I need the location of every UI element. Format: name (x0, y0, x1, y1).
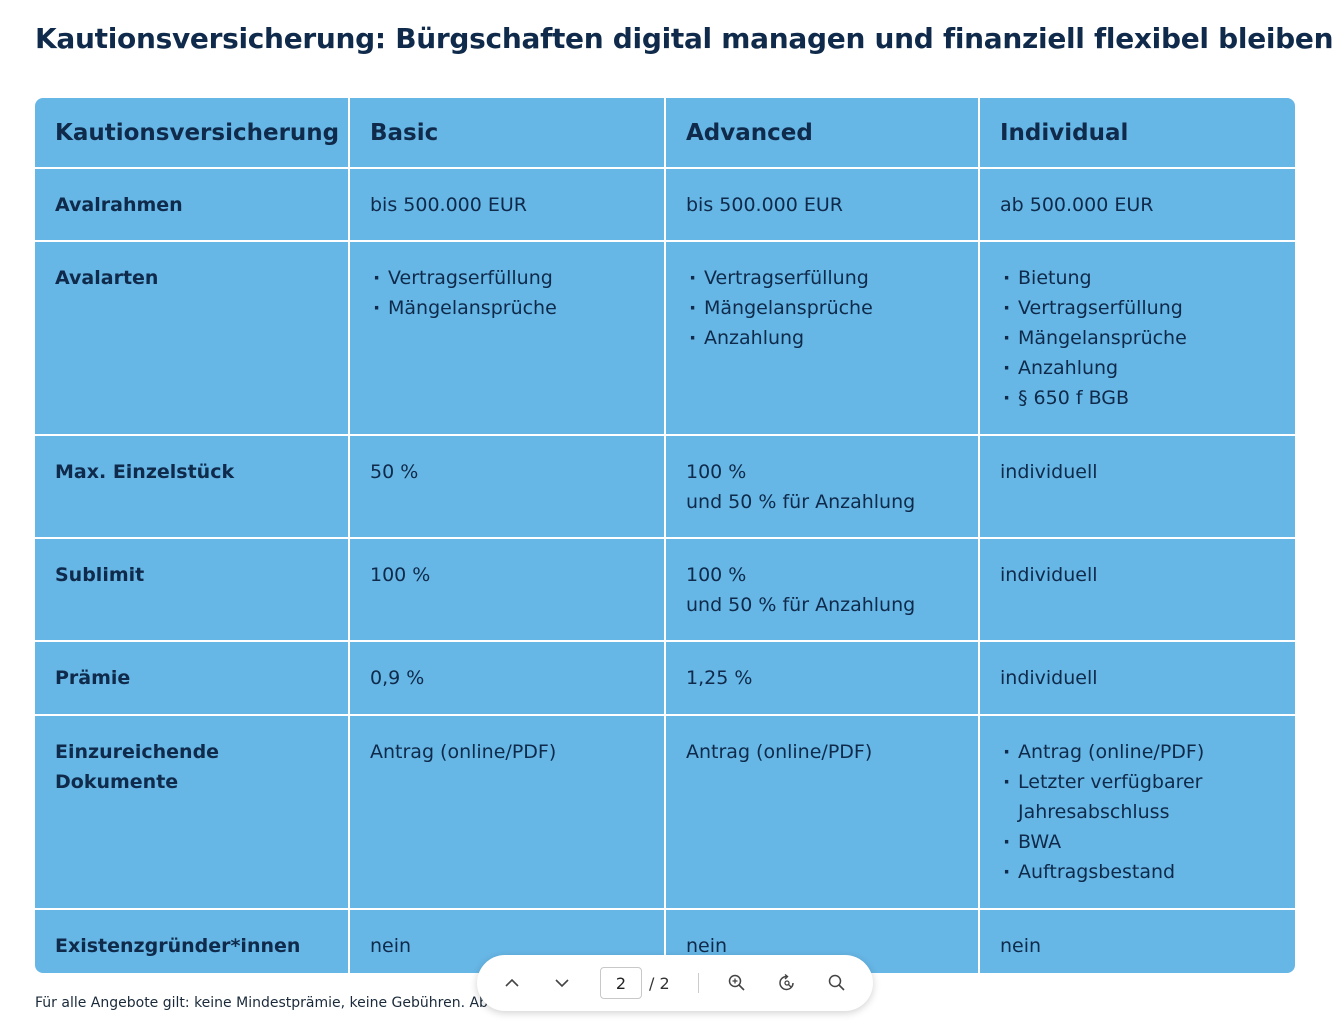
cell-individual: Bietung Vertragserfüllung Mängelansprüch… (979, 241, 1295, 436)
cell-basic: Antrag (online/PDF) (349, 715, 666, 910)
list-item: Bietung (1000, 263, 1275, 293)
cell-advanced: Antrag (online/PDF) (665, 715, 980, 910)
row-label: Einzureichende Dokumente (35, 715, 350, 910)
cell-text: bis 500.000 EUR (686, 194, 844, 216)
cell-text: 100 % (686, 564, 747, 586)
cell-text: ab 500.000 EUR (1000, 194, 1154, 216)
zoom-in-icon (728, 974, 745, 991)
row-label: Sublimit (35, 538, 350, 642)
list-item: Vertragserfüllung (370, 263, 644, 293)
cell-text: und 50 % für Anzahlung (686, 491, 916, 513)
cell-text: 100 % (370, 564, 431, 586)
cell-text: 1,25 % (686, 667, 753, 689)
page-total: / 2 (649, 974, 670, 993)
cell-text: 100 % (686, 461, 747, 483)
table-row: Einzureichende Dokumente Antrag (online/… (35, 715, 1295, 910)
cell-text: nein (370, 935, 412, 957)
table-row: Prämie 0,9 % 1,25 % individuell (35, 641, 1295, 716)
previous-page-button[interactable] (498, 969, 526, 997)
cell-text: Antrag (online/PDF) (686, 741, 873, 763)
table-row: Avalrahmen bis 500.000 EUR bis 500.000 E… (35, 168, 1295, 242)
cell-basic: 50 % (349, 435, 666, 539)
search-button[interactable] (823, 969, 851, 997)
cell-text: nein (1000, 935, 1042, 957)
row-label: Existenzgründer*innen (35, 909, 350, 973)
list-item: Anzahlung (686, 323, 958, 353)
cell-text: und 50 % für Anzahlung (686, 594, 916, 616)
cell-advanced: bis 500.000 EUR (665, 168, 980, 242)
row-label: Max. Einzelstück (35, 435, 350, 539)
chevron-up-icon (505, 978, 519, 987)
list-item: § 650 f BGB (1000, 383, 1275, 413)
list-item: Antrag (online/PDF) (1000, 737, 1275, 767)
cell-individual: Antrag (online/PDF) Letzter verfügbarer … (979, 715, 1295, 910)
header-basic: Basic (349, 98, 666, 169)
cell-individual: ab 500.000 EUR (979, 168, 1295, 242)
cell-individual: individuell (979, 641, 1295, 716)
next-page-button[interactable] (548, 969, 576, 997)
cell-basic: 0,9 % (349, 641, 666, 716)
pdf-viewer-toolbar: / 2 (477, 955, 873, 1011)
bullet-list: Vertragserfüllung Mängelansprüche (370, 263, 644, 323)
header-individual: Individual (979, 98, 1295, 169)
chevron-down-icon (555, 979, 569, 988)
cell-individual: individuell (979, 435, 1295, 539)
list-item: Mängelansprüche (1000, 323, 1275, 353)
cell-advanced: 100 % und 50 % für Anzahlung (665, 538, 980, 642)
search-icon (828, 974, 845, 991)
cell-text: 50 % (370, 461, 419, 483)
table-row: Max. Einzelstück 50 % 100 % und 50 % für… (35, 435, 1295, 539)
bullet-list: Vertragserfüllung Mängelansprüche Anzahl… (686, 263, 958, 353)
table-row: Avalarten Vertragserfüllung Mängelansprü… (35, 241, 1295, 436)
cell-text: Antrag (online/PDF) (370, 741, 557, 763)
footnote: Für alle Angebote gilt: keine Mindestprä… (35, 995, 488, 1011)
bullet-list: Antrag (online/PDF) Letzter verfügbarer … (1000, 737, 1275, 887)
list-item: BWA (1000, 827, 1275, 857)
cell-text: 0,9 % (370, 667, 425, 689)
list-item: Anzahlung (1000, 353, 1275, 383)
list-item: Letzter verfügbarer Jahresabschluss (1000, 767, 1275, 827)
list-item: Mängelansprüche (370, 293, 644, 323)
table-header-row: Kautionsversicherung Basic Advanced Indi… (35, 98, 1295, 169)
comparison-table-container: Kautionsversicherung Basic Advanced Indi… (35, 98, 1295, 973)
header-kautionsversicherung: Kautionsversicherung (35, 98, 350, 169)
row-label: Prämie (35, 641, 350, 716)
table-row: Sublimit 100 % 100 % und 50 % für Anzahl… (35, 538, 1295, 642)
list-item: Mängelansprüche (686, 293, 958, 323)
page-number-input[interactable] (600, 967, 642, 999)
bullet-list: Bietung Vertragserfüllung Mängelansprüch… (1000, 263, 1275, 413)
cell-individual: nein (979, 909, 1295, 973)
zoom-in-button[interactable] (723, 969, 751, 997)
cell-text: bis 500.000 EUR (370, 194, 528, 216)
cell-advanced: 100 % und 50 % für Anzahlung (665, 435, 980, 539)
rotate-icon (779, 973, 794, 991)
comparison-table: Kautionsversicherung Basic Advanced Indi… (35, 98, 1295, 973)
cell-basic: 100 % (349, 538, 666, 642)
header-advanced: Advanced (665, 98, 980, 169)
list-item: Vertragserfüllung (686, 263, 958, 293)
page-title: Kautionsversicherung: Bürgschaften digit… (35, 22, 1334, 55)
cell-basic: Vertragserfüllung Mängelansprüche (349, 241, 666, 436)
list-item: Vertragserfüllung (1000, 293, 1275, 323)
list-item: Auftragsbestand (1000, 857, 1275, 887)
cell-text: individuell (1000, 667, 1098, 689)
toolbar-divider (698, 973, 699, 993)
cell-advanced: Vertragserfüllung Mängelansprüche Anzahl… (665, 241, 980, 436)
cell-text: individuell (1000, 461, 1098, 483)
cell-advanced: 1,25 % (665, 641, 980, 716)
row-label: Avalrahmen (35, 168, 350, 242)
row-label: Avalarten (35, 241, 350, 436)
cell-individual: individuell (979, 538, 1295, 642)
cell-text: individuell (1000, 564, 1098, 586)
cell-basic: bis 500.000 EUR (349, 168, 666, 242)
rotate-button[interactable] (773, 969, 801, 997)
cell-text: nein (686, 935, 728, 957)
